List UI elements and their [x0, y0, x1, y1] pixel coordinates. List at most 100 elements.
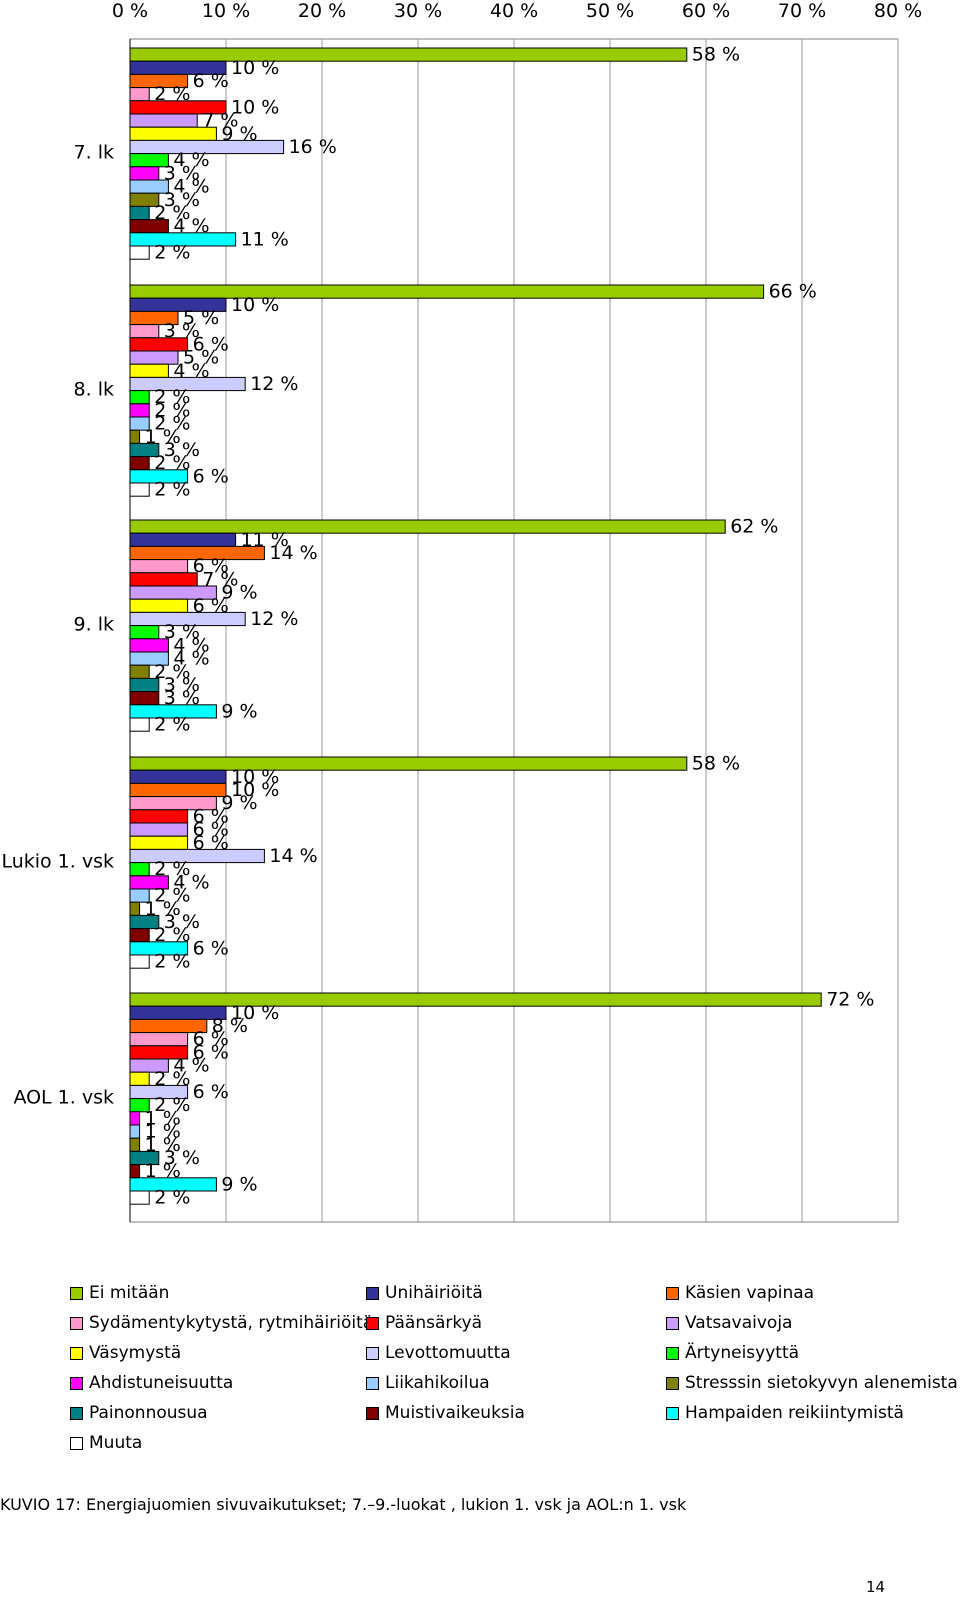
- bar-muuta-9-lk: [129, 717, 150, 732]
- legend-label: Painonnousua: [89, 1403, 208, 1423]
- legend-label: Käsien vapinaa: [685, 1283, 815, 1303]
- data-label: 6 %: [193, 1028, 229, 1050]
- data-label: 2 %: [154, 83, 190, 105]
- data-label: 3 %: [164, 189, 200, 211]
- data-label: 11 %: [241, 228, 289, 250]
- legend-label: Levottomuutta: [385, 1343, 511, 1363]
- legend-label: Liikahikoilua: [385, 1373, 490, 1393]
- data-label: 7 %: [202, 568, 238, 590]
- bar-vatsavaivoja-8-lk: [129, 350, 179, 365]
- bar-paansarkya-9-lk: [129, 572, 198, 587]
- bar-muistivaikeuksia-7-lk: [129, 219, 169, 234]
- data-label: 7 %: [202, 110, 238, 132]
- data-label: 1 %: [145, 426, 181, 448]
- legend-label: Sydämentykytystä, rytmihäiriöitä: [89, 1313, 374, 1333]
- legend-item-ei-mitaan: Ei mitään: [70, 1283, 366, 1303]
- legend-swatch: [666, 1316, 679, 1330]
- bar-vasymysta-lukio-1-vsk: [129, 835, 189, 850]
- bar-paansarkya-lukio-1-vsk: [129, 809, 189, 824]
- legend-item-liikahikoilua: Liikahikoilua: [366, 1373, 666, 1393]
- category-label-9-lk: 9. lk: [74, 614, 114, 636]
- x-tick-label: 40 %: [490, 0, 538, 22]
- bar-ahdistuneisuutta-7-lk: [129, 166, 160, 181]
- x-tick-label: 60 %: [682, 0, 730, 22]
- bar-artyneisyytta-8-lk: [129, 390, 150, 405]
- legend-item-muistivaikeuksia: Muistivaikeuksia: [366, 1403, 666, 1423]
- category-label-8-lk: 8. lk: [74, 379, 114, 401]
- legend-label: Vatsavaivoja: [685, 1313, 793, 1333]
- data-label: 9 %: [221, 582, 257, 604]
- data-label: 2 %: [154, 452, 190, 474]
- data-label: 3 %: [164, 439, 200, 461]
- data-label: 4 %: [173, 871, 209, 893]
- page-number: 14: [866, 1578, 886, 1596]
- bar-unihairioita-9-lk: [129, 532, 237, 547]
- data-label: 2 %: [154, 714, 190, 736]
- data-label: 4 %: [173, 149, 209, 171]
- category-label-lukio-1-vsk: Lukio 1. vsk: [1, 851, 114, 873]
- bar-muistivaikeuksia-aol-1-vsk: [129, 1164, 141, 1179]
- data-label: 9 %: [221, 700, 257, 722]
- bar-levottomuutta-lukio-1-vsk: [129, 848, 265, 864]
- bar-ei-mitaan-9-lk: [129, 519, 726, 534]
- data-label: 6 %: [193, 1041, 229, 1063]
- data-label: 4 %: [173, 634, 209, 656]
- data-label: 3 %: [164, 1147, 200, 1169]
- bar-sydamentykytysta-rytmihairioita-aol-1-vsk: [129, 1032, 189, 1047]
- legend-swatch: [366, 1406, 379, 1420]
- legend-label: Stresssin sietokyvyn alenemista: [685, 1373, 958, 1393]
- data-label: 1 %: [145, 1160, 181, 1182]
- data-label: 2 %: [154, 885, 190, 907]
- bar-kasien-vapinaa-lukio-1-vsk: [129, 782, 227, 798]
- data-label: 3 %: [164, 320, 200, 342]
- legend-item-stresssin-sietokyvyn-alenemista: Stresssin sietokyvyn alenemista: [666, 1373, 960, 1393]
- bar-muuta-8-lk: [129, 482, 150, 497]
- data-label: 6 %: [193, 1081, 229, 1103]
- bar-vasymysta-7-lk: [129, 126, 217, 141]
- legend-swatch: [70, 1436, 83, 1450]
- data-label: 9 %: [221, 123, 257, 145]
- data-label: 11 %: [241, 529, 289, 551]
- bar-ei-mitaan-8-lk: [129, 284, 765, 299]
- data-label: 6 %: [193, 805, 229, 827]
- legend-row: Painonnousua Muistivaikeuksia Hampaiden re…: [70, 1398, 960, 1428]
- legend-label: Unihäiriöitä: [385, 1283, 483, 1303]
- bar-sydamentykytysta-rytmihairioita-9-lk: [129, 559, 189, 574]
- bar-painonnousua-9-lk: [129, 677, 160, 693]
- bar-ahdistuneisuutta-9-lk: [129, 638, 169, 653]
- data-label: 4 %: [173, 360, 209, 382]
- data-label: 3 %: [164, 621, 200, 643]
- data-label: 5 %: [183, 307, 219, 329]
- data-label: 4 %: [173, 648, 209, 670]
- legend-label: Ei mitään: [89, 1283, 170, 1303]
- x-tick-label: 20 %: [298, 0, 346, 22]
- data-label: 10 %: [231, 779, 279, 801]
- data-label: 2 %: [154, 242, 190, 264]
- data-label: 1 %: [145, 898, 181, 920]
- bar-ahdistuneisuutta-8-lk: [129, 403, 150, 418]
- bar-unihairioita-lukio-1-vsk: [129, 769, 227, 784]
- data-label: 10 %: [231, 57, 279, 79]
- legend-swatch: [70, 1316, 83, 1330]
- legend-row: Ei mitään Unihäiriöitä Käsien vapinaa: [70, 1278, 960, 1308]
- bar-vatsavaivoja-7-lk: [129, 113, 198, 128]
- data-label: 58 %: [692, 753, 740, 775]
- x-tick-label: 0 %: [112, 0, 148, 22]
- data-label: 6 %: [193, 333, 229, 355]
- legend-row: Muuta: [70, 1428, 960, 1458]
- legend-item-unihairioita: Unihäiriöitä: [366, 1283, 666, 1303]
- data-label: 16 %: [289, 136, 337, 158]
- data-label: 3 %: [164, 674, 200, 696]
- bar-artyneisyytta-9-lk: [129, 625, 160, 640]
- legend-item-sydamentykytysta-rytmihairioita: Sydämentykytystä, rytmihäiriöitä: [70, 1313, 373, 1333]
- legend-swatch: [70, 1346, 83, 1360]
- bar-ei-mitaan-7-lk: [129, 47, 688, 62]
- legend-row: Ahdistuneisuutta Liikahikoilua Stresssin s…: [70, 1368, 960, 1398]
- data-label: 58 %: [692, 44, 740, 66]
- legend-item-levottomuutta: Levottomuutta: [366, 1343, 666, 1363]
- data-label: 10 %: [231, 96, 279, 118]
- data-label: 72 %: [826, 989, 874, 1011]
- bar-painonnousua-7-lk: [129, 205, 150, 221]
- data-label: 6 %: [193, 465, 229, 487]
- legend-label: Väsymystä: [89, 1343, 182, 1363]
